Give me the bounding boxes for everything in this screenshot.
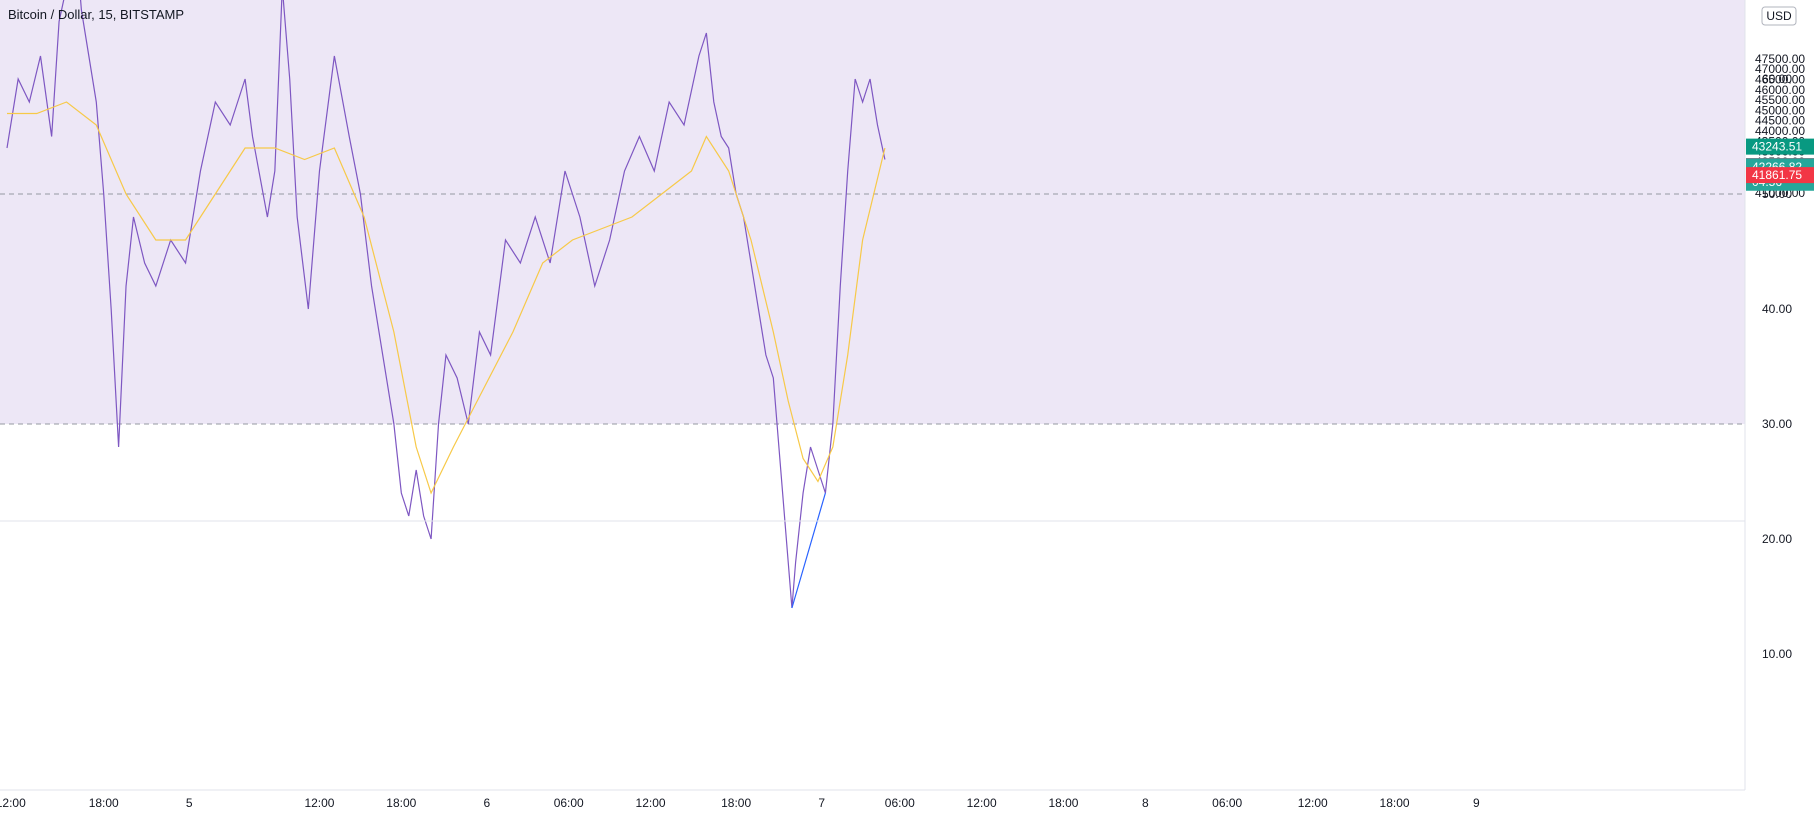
rsi-tick-label: 10.00 — [1762, 647, 1792, 661]
rsi-tick-label: 20.00 — [1762, 532, 1792, 546]
time-tick-label: 12:00 — [967, 796, 997, 810]
price-tick-label: 44500.00 — [1755, 114, 1805, 128]
rsi-line[interactable] — [6, 0, 886, 609]
time-tick-label: 12:00 — [304, 796, 334, 810]
time-tick-label: 18:00 — [386, 796, 416, 810]
price-tick-label: 44000.00 — [1755, 124, 1805, 138]
rsi-divergence-line[interactable] — [791, 492, 826, 609]
rsi-tick-label: 40.00 — [1762, 302, 1792, 316]
time-tick-label: 6 — [484, 796, 491, 810]
time-tick-label: 18:00 — [1380, 796, 1410, 810]
time-tick-label: 06:00 — [1212, 796, 1242, 810]
price-tick-label: 47000.00 — [1755, 62, 1805, 76]
stop-loss-tag-label: 41861.75 — [1752, 168, 1802, 182]
rsi-tick-label: 30.00 — [1762, 417, 1792, 431]
time-tick-label: 18:00 — [89, 796, 119, 810]
rsi-ma-line[interactable] — [7, 101, 886, 495]
time-tick-label: 18:00 — [721, 796, 751, 810]
time-tick-label: 06:00 — [885, 796, 915, 810]
time-tick-label: 12:00 — [1298, 796, 1328, 810]
time-tick-label: 18:00 — [1048, 796, 1078, 810]
rsi-tick-label: 60.00 — [1762, 72, 1792, 86]
time-tick-label: 8 — [1142, 796, 1149, 810]
currency-label: USD — [1766, 9, 1792, 23]
time-tick-label: 5 — [186, 796, 193, 810]
price-tick-label: 46000.00 — [1755, 83, 1805, 97]
time-tick-label: 7 — [818, 796, 825, 810]
stop-loss-tag[interactable] — [1746, 167, 1814, 184]
time-tick-label: 06:00 — [554, 796, 584, 810]
take-profit-tag[interactable] — [1746, 138, 1814, 155]
time-tick-label: 12:00 — [0, 796, 26, 810]
time-tick-label: 12:00 — [636, 796, 666, 810]
price-tick-label: 45000.00 — [1755, 103, 1805, 117]
price-tick-label: 45500.00 — [1755, 93, 1805, 107]
chart-title: Bitcoin / Dollar, 15, BITSTAMP — [8, 7, 184, 22]
time-tick-label: 9 — [1473, 796, 1480, 810]
currency-badge[interactable] — [1761, 6, 1797, 26]
rsi-pane[interactable] — [0, 0, 1745, 609]
price-tick-label: 47500.00 — [1755, 52, 1805, 66]
rsi-band — [0, 0, 1745, 424]
take-profit-tag-label: 43243.51 — [1752, 140, 1802, 154]
price-tick-label: 46500.00 — [1755, 72, 1805, 86]
